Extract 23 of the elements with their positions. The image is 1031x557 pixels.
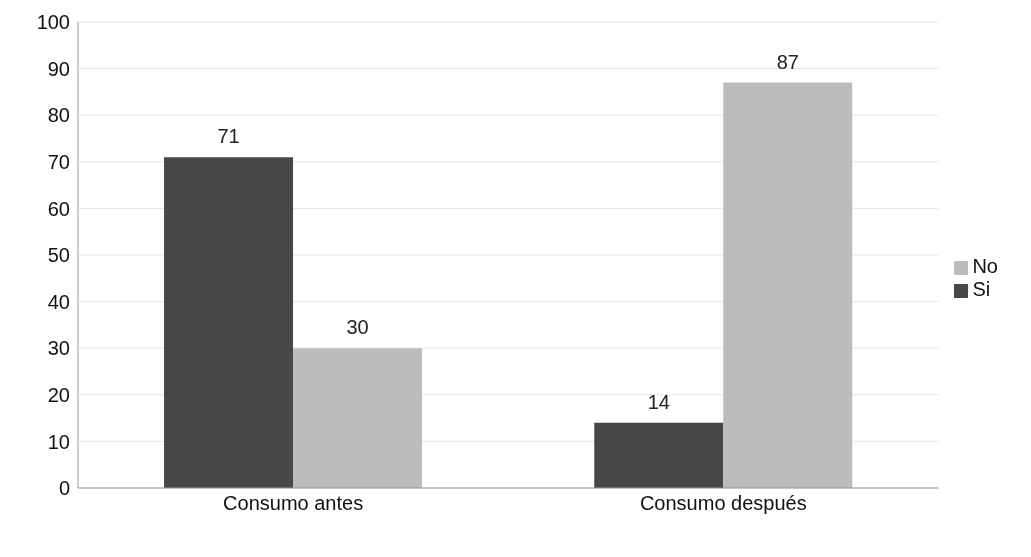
y-tick-label: 100 [36,11,70,34]
legend-label: Si [972,278,991,300]
y-tick-label: 20 [47,383,70,406]
y-tick-label: 10 [47,430,70,453]
y-tick-label: 80 [47,104,70,127]
data-label: 87 [776,50,799,73]
y-tick-label: 60 [47,197,70,220]
y-tick-label: 50 [47,244,70,267]
y-tick-label: 90 [47,57,70,80]
data-label: 30 [346,316,369,339]
y-tick-label: 30 [47,337,70,360]
bar [164,157,294,488]
y-tick-label: 40 [47,290,70,313]
data-label: 14 [647,390,670,413]
x-tick-label: Consumo después [639,492,807,515]
x-tick-label: Consumo antes [223,492,364,515]
data-label: 71 [217,125,240,148]
bar [293,348,423,488]
legend-label: No [972,255,998,277]
y-tick-label: 70 [47,150,70,173]
bar [594,422,724,488]
bar [723,82,853,488]
y-tick-label: 0 [58,477,70,500]
